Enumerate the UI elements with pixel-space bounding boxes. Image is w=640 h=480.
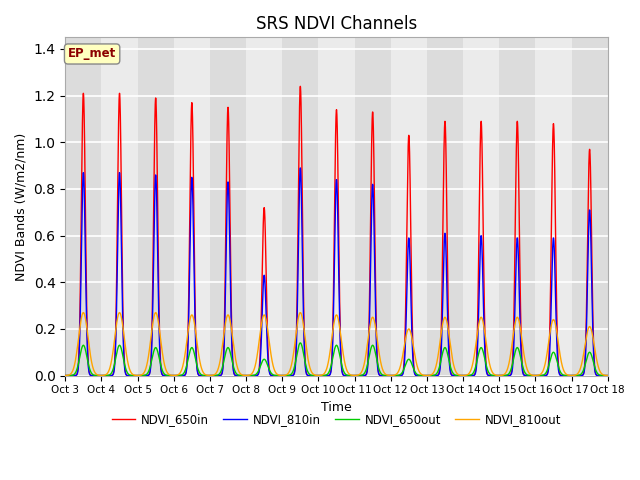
Line: NDVI_650in: NDVI_650in <box>65 86 608 375</box>
Legend: NDVI_650in, NDVI_810in, NDVI_650out, NDVI_810out: NDVI_650in, NDVI_810in, NDVI_650out, NDV… <box>107 408 566 431</box>
NDVI_810in <box>488 372 496 378</box>
NDVI_810in <box>602 372 610 378</box>
NDVI_650out <box>604 372 612 378</box>
Bar <box>572 37 608 375</box>
NDVI_650in <box>177 372 185 378</box>
NDVI_810in <box>177 372 185 378</box>
NDVI_810out <box>488 369 496 375</box>
Line: NDVI_810in: NDVI_810in <box>65 168 608 375</box>
NDVI_650in <box>264 354 272 360</box>
X-axis label: Time: Time <box>321 401 352 414</box>
Bar <box>173 37 210 375</box>
NDVI_810in <box>604 372 612 378</box>
NDVI_650in <box>61 372 69 378</box>
NDVI_810in <box>412 372 419 378</box>
Bar <box>65 37 101 375</box>
NDVI_650in <box>412 372 419 377</box>
Line: NDVI_650out: NDVI_650out <box>65 343 608 375</box>
NDVI_810in <box>264 361 272 367</box>
NDVI_810in <box>172 372 179 378</box>
NDVI_650out <box>264 364 272 370</box>
Bar <box>319 37 355 375</box>
NDVI_650out <box>602 372 610 378</box>
Bar <box>536 37 572 375</box>
NDVI_810out <box>79 310 87 315</box>
Bar <box>282 37 319 375</box>
Bar <box>101 37 138 375</box>
Bar <box>138 37 173 375</box>
NDVI_650in <box>602 372 610 378</box>
Y-axis label: NDVI Bands (W/m2/nm): NDVI Bands (W/m2/nm) <box>15 132 28 281</box>
Text: EP_met: EP_met <box>68 48 116 60</box>
Bar <box>391 37 427 375</box>
Bar <box>210 37 246 375</box>
Bar <box>463 37 499 375</box>
NDVI_810out <box>61 372 69 378</box>
NDVI_810out <box>604 372 612 378</box>
Bar <box>355 37 391 375</box>
NDVI_810out <box>177 368 185 373</box>
Bar <box>427 37 463 375</box>
NDVI_650out <box>296 340 304 346</box>
Bar <box>499 37 536 375</box>
Title: SRS NDVI Channels: SRS NDVI Channels <box>256 15 417 33</box>
NDVI_650out <box>61 372 69 378</box>
NDVI_810out <box>172 372 179 378</box>
NDVI_650in <box>172 372 179 378</box>
NDVI_810out <box>412 355 419 360</box>
NDVI_650out <box>172 372 179 378</box>
NDVI_650in <box>488 372 496 378</box>
NDVI_810in <box>61 372 69 378</box>
NDVI_810out <box>264 332 272 338</box>
NDVI_650out <box>488 372 496 378</box>
NDVI_650in <box>604 372 612 378</box>
NDVI_650in <box>296 84 304 89</box>
NDVI_650out <box>412 370 419 375</box>
Bar <box>246 37 282 375</box>
Line: NDVI_810out: NDVI_810out <box>65 312 608 375</box>
NDVI_810out <box>602 372 610 378</box>
NDVI_650out <box>177 372 185 378</box>
NDVI_810in <box>296 165 304 171</box>
